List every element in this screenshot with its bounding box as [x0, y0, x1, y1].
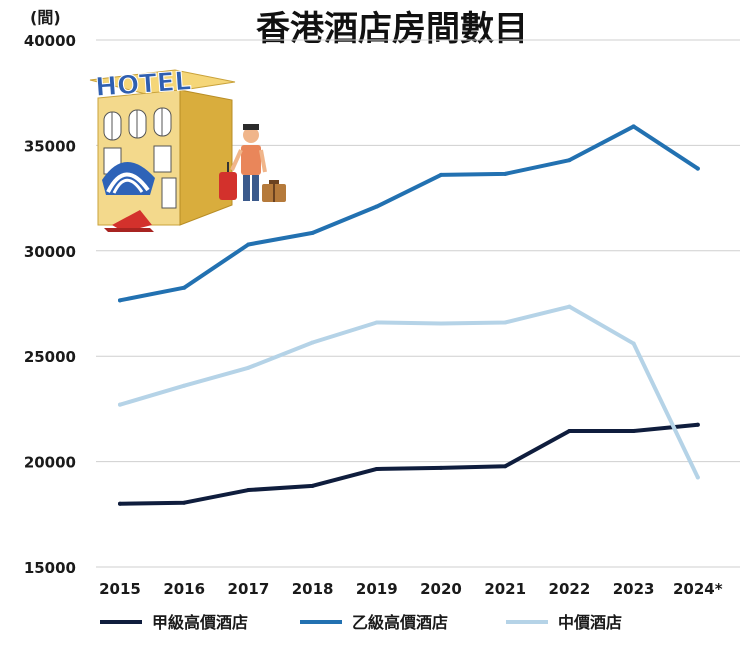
- x-tick-label: 2017: [228, 580, 270, 598]
- data-point: [695, 422, 700, 427]
- legend-label: 乙級高價酒店: [352, 613, 448, 632]
- suitcase-icon: [219, 162, 286, 202]
- legend-label: 中價酒店: [558, 613, 622, 632]
- legend: 甲級高價酒店 乙級高價酒店 中價酒店: [100, 613, 622, 632]
- data-point: [503, 320, 508, 325]
- y-tick-label: 35000: [24, 137, 76, 155]
- data-point: [695, 166, 700, 171]
- data-point: [439, 172, 443, 177]
- y-tick-label: 30000: [24, 243, 76, 261]
- x-tick-label: 2021: [484, 580, 526, 598]
- data-point: [567, 429, 572, 434]
- x-tick-label: 2018: [292, 580, 334, 598]
- hotel-illustration: HOTEL: [89, 66, 286, 232]
- data-point: [310, 230, 315, 235]
- chart-title: 香港酒店房間數目: [256, 9, 528, 49]
- data-point: [374, 466, 379, 471]
- data-point: [118, 402, 122, 407]
- traveler-icon: [230, 124, 267, 201]
- data-point: [567, 158, 572, 163]
- x-tick-label: 2023: [613, 580, 655, 598]
- data-point: [439, 465, 443, 470]
- data-point: [182, 383, 187, 388]
- hotel-sign: HOTEL: [94, 66, 192, 103]
- data-point: [631, 124, 636, 129]
- data-point: [631, 429, 636, 434]
- y-axis-ticks: 15000 20000 25000 30000 35000 40000: [24, 32, 76, 577]
- data-point: [503, 464, 508, 469]
- data-point: [439, 321, 443, 326]
- x-tick-label: 2020: [420, 580, 462, 598]
- data-point: [118, 298, 122, 303]
- y-tick-label: 40000: [24, 32, 76, 50]
- x-tick-label: 2015: [99, 580, 141, 598]
- y-tick-label: 15000: [24, 559, 76, 577]
- data-point: [503, 171, 508, 176]
- x-tick-label: 2019: [356, 580, 398, 598]
- hotel-building-icon: HOTEL: [89, 66, 236, 232]
- data-point: [182, 500, 187, 505]
- data-point: [246, 242, 251, 247]
- data-point: [118, 501, 122, 506]
- data-point: [374, 204, 379, 209]
- x-tick-label: 2024*: [673, 580, 723, 598]
- data-point: [567, 304, 572, 309]
- data-point: [246, 488, 251, 493]
- data-point: [374, 320, 379, 325]
- series-line-0: [118, 422, 700, 506]
- x-axis-ticks: 2015 2016 2017 2018 2019 2020 2021 2022 2023 2024…: [99, 580, 723, 598]
- data-point: [695, 475, 700, 480]
- series-line-1: [118, 124, 700, 303]
- data-point: [310, 483, 315, 488]
- series-lines: [118, 124, 700, 506]
- series-line-2: [118, 304, 700, 480]
- data-point: [631, 341, 636, 346]
- data-point: [310, 340, 315, 345]
- legend-label: 甲級高價酒店: [152, 613, 248, 632]
- y-axis-unit-label: (間): [30, 8, 61, 27]
- y-tick-label: 25000: [24, 348, 76, 366]
- y-tick-label: 20000: [24, 454, 76, 472]
- data-point: [182, 285, 187, 290]
- x-tick-label: 2016: [163, 580, 205, 598]
- data-point: [246, 365, 251, 370]
- x-tick-label: 2022: [549, 580, 591, 598]
